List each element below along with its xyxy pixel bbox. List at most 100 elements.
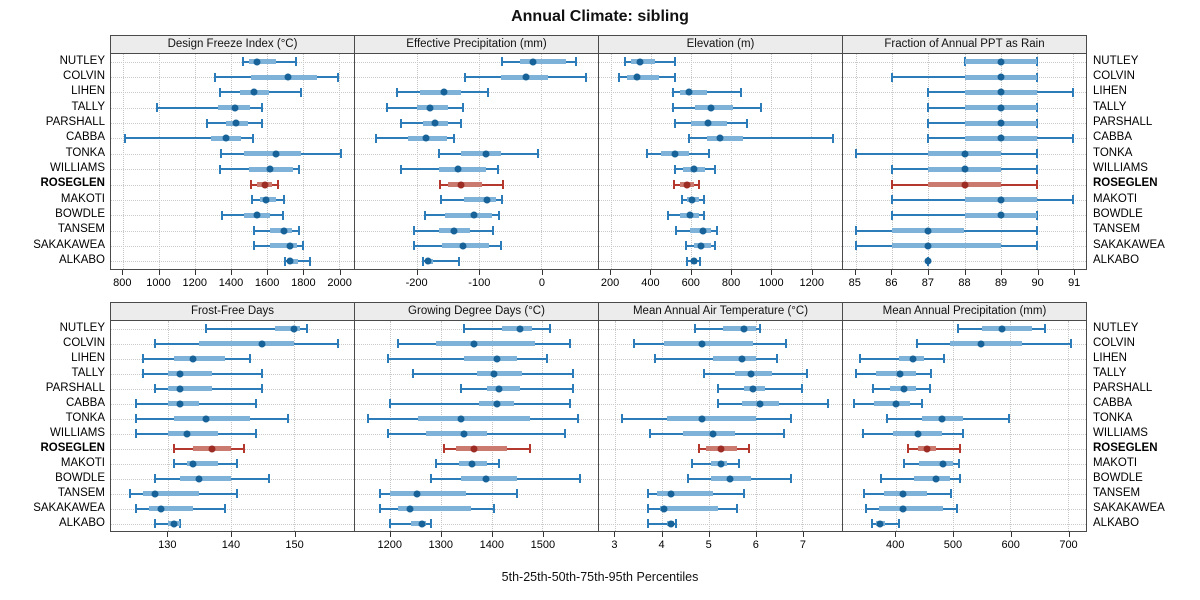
- percentile-5-95-line: [390, 522, 431, 525]
- panel-box-effective-precipitation: Effective Precipitation (mm): [354, 35, 599, 270]
- median-dot: [157, 505, 165, 512]
- percentile-25-75-band: [243, 151, 301, 157]
- gridline-y: [355, 523, 598, 525]
- whisker-parshall: [111, 115, 354, 130]
- median-dot: [924, 257, 932, 265]
- percentile-5-95-line: [891, 214, 1038, 217]
- station-label-alkabo: ALKABO: [1093, 516, 1140, 529]
- whisker-cap: [1043, 324, 1046, 333]
- median-dot: [997, 196, 1005, 204]
- station-label-makoti: MAKOTI: [60, 456, 105, 469]
- median-dot: [183, 430, 191, 437]
- whisker-tansem: [843, 223, 1086, 238]
- whisker-tonka: [355, 146, 598, 161]
- station-label-sakakawea: SAKAKAWEA: [33, 501, 105, 514]
- whisker-cap: [253, 241, 256, 251]
- whisker-lihen: [843, 85, 1086, 100]
- whisker-cap: [253, 226, 256, 236]
- whisker-cap: [389, 399, 392, 408]
- whisker-cap: [864, 504, 867, 513]
- axis-design-freeze-index: 800 1000 1200 1400 1600 1800 2000: [110, 270, 355, 300]
- station-label-bowdle: BOWDLE: [55, 208, 105, 221]
- gridline-y: [843, 508, 1086, 510]
- station-label-williams: WILLIAMS: [1093, 426, 1148, 439]
- gridline-y: [599, 245, 842, 247]
- gridline-y: [599, 199, 842, 201]
- whisker-alkabo: [599, 254, 842, 269]
- median-dot: [698, 340, 706, 347]
- axis-tick-mark: [755, 532, 757, 537]
- whisker-tansem: [111, 486, 354, 501]
- station-label-roseglen: ROSEGLEN: [40, 441, 105, 454]
- median-dot: [170, 520, 178, 527]
- gridline-x: [662, 321, 664, 531]
- whisker-cap: [742, 489, 745, 498]
- axis-tick-mark: [416, 270, 418, 275]
- whisker-cap: [693, 324, 696, 333]
- whisker-cap: [294, 57, 297, 67]
- whisker-cap: [647, 504, 650, 513]
- gridline-x: [294, 321, 296, 531]
- whisker-cap: [399, 164, 402, 174]
- whisker-tally: [355, 100, 598, 115]
- axis-tick-label: 5: [705, 539, 712, 551]
- whisker-roseglen: [599, 441, 842, 456]
- whisker-sakakawea: [355, 238, 598, 253]
- gridline-y: [843, 493, 1086, 495]
- station-label-parshall: PARSHALL: [1093, 381, 1153, 394]
- percentile-25-75-band: [476, 371, 523, 376]
- percentile-25-75-band: [456, 446, 507, 451]
- axis-tick-mark: [610, 270, 612, 275]
- whisker-colvin: [599, 336, 842, 351]
- panel-box-elevation: Elevation (m): [598, 35, 843, 270]
- whisker-cap: [464, 72, 466, 82]
- whisker-cap: [496, 164, 499, 174]
- gridline-x: [479, 54, 481, 269]
- whisker-cabba: [599, 131, 842, 146]
- station-label-tansem: TANSEM: [1093, 223, 1141, 236]
- whisker-cap: [831, 133, 834, 143]
- whisker-nutley: [355, 54, 598, 69]
- percentile-25-75-band: [914, 476, 951, 481]
- whisker-cap: [439, 180, 442, 190]
- axis-tick-label: 88: [958, 277, 971, 289]
- station-label-cabba: CABBA: [66, 396, 105, 409]
- percentile-25-75-band: [199, 341, 295, 346]
- whisker-cap: [927, 87, 930, 97]
- panel-plot-elevation: [599, 54, 842, 269]
- axis-tick-label: 4: [658, 539, 665, 551]
- median-dot: [470, 340, 478, 347]
- percentile-25-75-band: [270, 243, 297, 249]
- gridline-x: [953, 321, 955, 531]
- whisker-cap: [789, 414, 792, 423]
- panel-header-elevation: Elevation (m): [599, 36, 842, 54]
- whisker-tonka: [599, 411, 842, 426]
- gridline-y: [599, 215, 842, 217]
- whisker-cap: [437, 149, 440, 159]
- median-dot: [529, 58, 537, 66]
- median-dot: [998, 325, 1006, 332]
- percentile-5-95-line: [648, 522, 677, 525]
- percentile-25-75-band: [174, 356, 225, 361]
- median-dot: [495, 385, 503, 392]
- station-label-roseglen: ROSEGLEN: [1093, 441, 1158, 454]
- percentile-25-75-band: [167, 386, 212, 391]
- gridline-x: [964, 54, 966, 269]
- station-label-parshall: PARSHALL: [45, 381, 105, 394]
- median-dot: [997, 73, 1005, 81]
- whisker-roseglen: [843, 177, 1086, 192]
- whisker-cap: [204, 324, 207, 333]
- whisker-colvin: [111, 336, 354, 351]
- axis-tick-label: 89: [994, 277, 1008, 289]
- median-dot: [997, 211, 1005, 219]
- gridline-y: [599, 61, 842, 63]
- whisker-cap: [124, 133, 126, 143]
- median-dot: [685, 88, 693, 96]
- station-label-tonka: TONKA: [1093, 146, 1133, 159]
- axis-elevation: 200 400 600 800 1000 1200: [598, 270, 843, 300]
- axis-tick-label: 130: [158, 539, 177, 551]
- whisker-cap: [241, 57, 244, 67]
- axis-tick-label: 1400: [218, 277, 244, 289]
- whisker-makoti: [599, 456, 842, 471]
- gridline-y: [843, 433, 1086, 435]
